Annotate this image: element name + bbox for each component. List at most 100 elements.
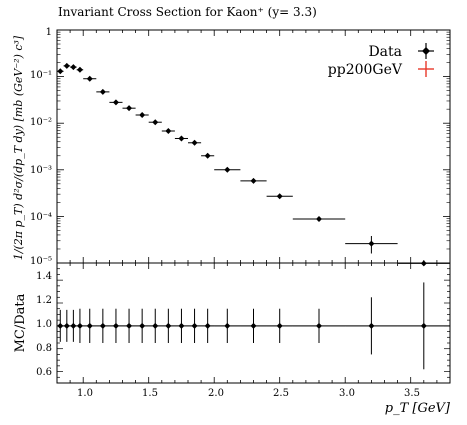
data-point — [57, 68, 64, 75]
y-tick-label-ratio: 0.8 — [36, 343, 52, 354]
y-tick-label-ratio: 1.0 — [36, 319, 52, 330]
data-point — [63, 62, 71, 69]
ratio-point — [148, 308, 162, 343]
data-point-marker — [76, 66, 83, 73]
data-point-marker — [70, 64, 77, 71]
ratio-point-marker — [191, 322, 198, 329]
y-tick-label-main: 10⁻⁵ — [30, 256, 52, 267]
data-point — [292, 215, 346, 222]
y-tick-label-ratio: 1.4 — [36, 271, 52, 282]
data-point — [70, 64, 77, 71]
ratio-point-marker — [139, 322, 146, 329]
y-tick-label-main: 10⁻¹ — [30, 70, 52, 81]
ratio-point-marker — [165, 322, 172, 329]
data-point — [240, 177, 267, 184]
data-point — [161, 128, 175, 135]
data-point-marker — [165, 128, 172, 135]
ratio-point — [76, 308, 84, 343]
ratio-point — [63, 309, 71, 342]
ratio-point-marker — [76, 322, 83, 329]
y-tick-label-main: 10⁻³ — [30, 165, 52, 176]
data-point-marker — [139, 111, 146, 118]
data-point-marker — [316, 215, 322, 222]
chart-title: Invariant Cross Section for Kaon⁺ (y= 3.… — [58, 5, 317, 19]
data-point-marker — [224, 166, 231, 173]
legend-marker-data — [418, 43, 434, 59]
legend-marker-mc — [418, 61, 434, 77]
data-point-marker — [99, 88, 106, 95]
ratio-point-marker — [204, 322, 211, 329]
x-tick-label: 2.0 — [208, 388, 224, 399]
ratio-point-marker — [70, 322, 77, 329]
x-axis-label: p_T [GeV] — [385, 401, 451, 416]
data-point-marker — [112, 99, 119, 106]
data-point — [201, 152, 215, 159]
x-tick-label: 3.0 — [339, 388, 355, 399]
ratio-point — [70, 309, 77, 342]
ratio-point — [397, 282, 450, 370]
ratio-point — [96, 308, 110, 343]
data-point — [109, 99, 123, 106]
ratio-point — [122, 308, 136, 343]
ratio-point-marker — [224, 322, 231, 329]
ratio-data-points — [57, 282, 450, 370]
data-point-marker — [276, 193, 283, 200]
data-point — [135, 111, 149, 118]
data-point-marker — [126, 105, 133, 112]
ratio-point-marker — [57, 322, 64, 329]
ratio-point-marker — [250, 322, 257, 329]
legend-label-mc: pp200GeV — [328, 62, 403, 78]
x-tick-label: 3.5 — [404, 388, 420, 399]
ratio-point — [109, 308, 123, 343]
y-tick-label-main: 1 — [46, 27, 52, 38]
data-point — [148, 119, 162, 126]
ratio-point-marker — [63, 322, 70, 329]
ratio-point — [174, 308, 188, 343]
ratio-point-marker — [178, 322, 185, 329]
data-point-marker — [368, 240, 375, 247]
y-tick-label-ratio: 1.2 — [36, 295, 52, 306]
legend-label-data: Data — [368, 44, 402, 60]
y-tick-label-ratio: 0.6 — [36, 367, 52, 378]
y-tick-label-main: 10⁻⁴ — [30, 212, 52, 223]
main-data-points — [57, 62, 450, 267]
data-point — [188, 139, 202, 146]
ratio-point-marker — [316, 322, 322, 329]
data-point-marker — [204, 152, 211, 159]
data-point — [122, 105, 136, 112]
data-point-marker — [57, 68, 64, 75]
data-point-marker — [420, 260, 427, 267]
ratio-point — [83, 308, 97, 343]
data-point — [83, 75, 97, 82]
x-tick-label: 1.0 — [77, 388, 93, 399]
ratio-point — [57, 309, 64, 342]
data-point-marker — [152, 119, 159, 126]
data-point-marker — [250, 177, 257, 184]
data-point — [266, 193, 293, 200]
y-tick-label-main: 10⁻² — [30, 117, 52, 128]
ratio-point-marker — [276, 322, 283, 329]
data-point — [174, 135, 188, 142]
ratio-point-marker — [368, 322, 375, 329]
y-axis-label-ratio: MC/Data — [13, 293, 28, 352]
data-point-marker — [86, 75, 93, 82]
ratio-point — [135, 308, 149, 343]
ratio-point — [240, 308, 267, 343]
y-axis-label-main: 1/(2π p_T) d²σ/(dp_T dy) [mb (GeV⁻²) c³] — [12, 35, 25, 260]
ratio-point — [292, 308, 346, 343]
data-point — [397, 260, 450, 267]
ratio-point-marker — [99, 322, 106, 329]
data-point — [214, 166, 241, 173]
ratio-point-marker — [86, 322, 93, 329]
ratio-point — [214, 308, 241, 343]
ratio-point — [188, 308, 202, 343]
data-point — [76, 66, 84, 73]
ratio-point-marker — [420, 322, 427, 329]
ratio-point — [201, 308, 215, 343]
data-point-marker — [63, 62, 70, 69]
ratio-point — [161, 308, 175, 343]
ratio-point-marker — [112, 322, 119, 329]
data-point-marker — [191, 139, 198, 146]
